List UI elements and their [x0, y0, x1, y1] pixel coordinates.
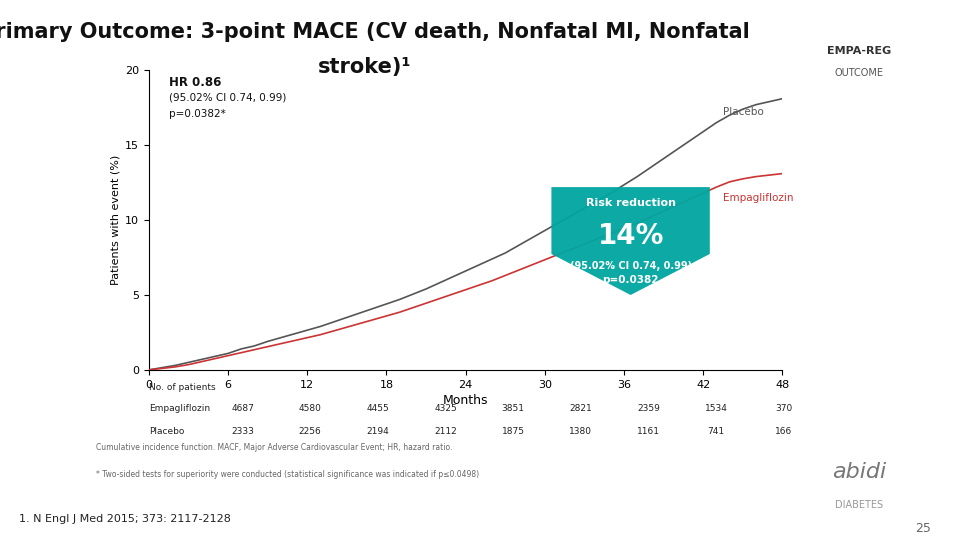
- Text: p=0.0382: p=0.0382: [602, 275, 659, 285]
- Text: Empagliflozin: Empagliflozin: [149, 404, 210, 413]
- Text: 2112: 2112: [434, 427, 457, 436]
- Text: 4455: 4455: [367, 404, 389, 413]
- Text: 3851: 3851: [502, 404, 524, 413]
- Text: * Two-sided tests for superiority were conducted (statistical significance was i: * Two-sided tests for superiority were c…: [96, 469, 479, 478]
- Text: 14%: 14%: [597, 221, 663, 249]
- Text: OUTCOME: OUTCOME: [834, 68, 884, 78]
- Text: 166: 166: [775, 427, 792, 436]
- Text: 1. N Engl J Med 2015; 373: 2117-2128: 1. N Engl J Med 2015; 373: 2117-2128: [19, 514, 231, 524]
- Text: 4580: 4580: [299, 404, 322, 413]
- Text: Primary Outcome: 3-point MACE (CV death, Nonfatal MI, Nonfatal: Primary Outcome: 3-point MACE (CV death,…: [0, 22, 750, 42]
- Text: Cumulative incidence function. MACF, Major Adverse Cardiovascular Event; HR, haz: Cumulative incidence function. MACF, Maj…: [96, 443, 452, 452]
- Text: EMPA-REG: EMPA-REG: [828, 46, 891, 56]
- Text: DIABETES: DIABETES: [835, 500, 883, 510]
- Text: 2821: 2821: [569, 404, 592, 413]
- Text: 1534: 1534: [705, 404, 728, 413]
- Text: (95.02% CI 0.74, 0.99): (95.02% CI 0.74, 0.99): [569, 260, 691, 271]
- Text: abidi: abidi: [832, 462, 886, 482]
- Text: p=0.0382*: p=0.0382*: [169, 109, 226, 119]
- Text: stroke)¹: stroke)¹: [318, 57, 412, 77]
- Text: 2333: 2333: [231, 427, 254, 436]
- Text: 370: 370: [775, 404, 792, 413]
- Text: HR 0.86: HR 0.86: [169, 76, 221, 89]
- Polygon shape: [551, 187, 709, 295]
- Text: No. of patients: No. of patients: [149, 383, 215, 393]
- Text: 4325: 4325: [434, 404, 457, 413]
- Text: 1380: 1380: [569, 427, 592, 436]
- Text: 2256: 2256: [299, 427, 322, 436]
- Text: 1161: 1161: [636, 427, 660, 436]
- Y-axis label: Patients with event (%): Patients with event (%): [110, 155, 121, 285]
- Text: 741: 741: [708, 427, 725, 436]
- Text: 2194: 2194: [367, 427, 389, 436]
- Text: Placebo: Placebo: [723, 107, 764, 117]
- X-axis label: Months: Months: [443, 394, 489, 407]
- Text: 2359: 2359: [636, 404, 660, 413]
- Text: 4687: 4687: [231, 404, 254, 413]
- Text: 1875: 1875: [502, 427, 524, 436]
- Text: (95.02% CI 0.74, 0.99): (95.02% CI 0.74, 0.99): [169, 93, 286, 103]
- Text: Risk reduction: Risk reduction: [586, 198, 676, 207]
- Text: 25: 25: [915, 522, 931, 535]
- Text: Empagliflozin: Empagliflozin: [723, 193, 794, 203]
- Text: Placebo: Placebo: [149, 427, 184, 436]
